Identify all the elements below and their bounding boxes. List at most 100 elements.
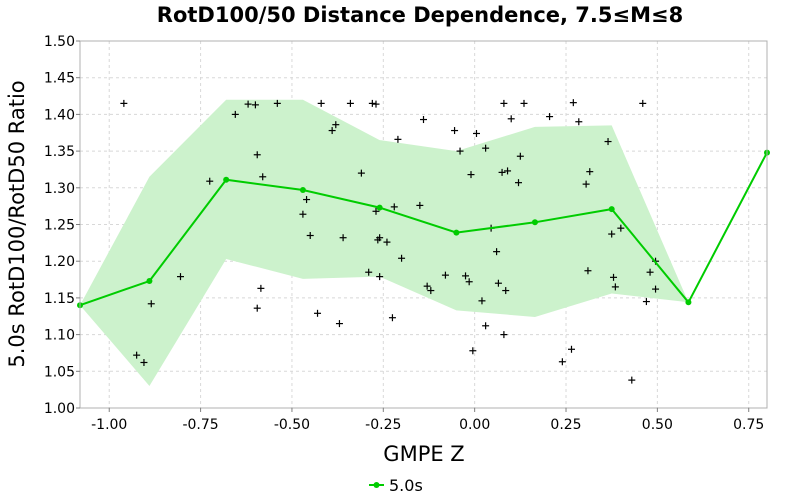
scatter-points xyxy=(120,99,660,384)
scatter-point xyxy=(500,99,508,107)
scatter-point xyxy=(317,99,325,107)
scatter-point xyxy=(617,224,625,232)
scatter-point xyxy=(332,121,340,129)
scatter-point xyxy=(611,283,619,291)
scatter-point xyxy=(147,300,155,308)
confidence-band xyxy=(80,99,689,386)
x-axis-label: GMPE Z xyxy=(383,442,464,466)
y-tick-label: 1.05 xyxy=(44,364,75,380)
y-tick-label: 1.50 xyxy=(44,34,75,50)
scatter-point xyxy=(472,129,480,137)
series-line xyxy=(77,149,770,309)
scatter-point xyxy=(253,151,261,159)
x-tick-label: 0.00 xyxy=(459,417,490,433)
scatter-point xyxy=(456,147,464,155)
scatter-point xyxy=(251,101,259,109)
scatter-point xyxy=(610,273,618,281)
scatter-point xyxy=(520,99,528,107)
y-tick-label: 1.10 xyxy=(44,328,75,344)
scatter-point xyxy=(569,99,577,107)
scatter-point xyxy=(299,210,307,218)
scatter-point xyxy=(575,118,583,126)
scatter-point xyxy=(346,99,354,107)
scatter-point xyxy=(498,168,506,176)
scatter-point xyxy=(646,268,654,276)
scatter-point xyxy=(253,304,261,312)
chart-title: RotD100/50 Distance Dependence, 7.5≤M≤8 xyxy=(157,3,683,27)
scatter-point xyxy=(494,279,502,287)
scatter-point xyxy=(546,113,554,121)
scatter-point xyxy=(398,254,406,262)
y-tick-label: 1.30 xyxy=(44,181,75,197)
x-tick-label: 0.75 xyxy=(733,417,764,433)
scatter-point xyxy=(416,201,424,209)
scatter-point xyxy=(652,285,660,293)
scatter-point xyxy=(259,173,267,181)
scatter-point xyxy=(306,232,314,240)
scatter-point xyxy=(303,196,311,204)
scatter-point xyxy=(478,297,486,305)
scatter-point xyxy=(339,234,347,242)
scatter-point xyxy=(441,271,449,279)
scatter-point xyxy=(608,230,616,238)
y-tick-label: 1.35 xyxy=(44,144,75,160)
scatter-point xyxy=(423,282,431,290)
scatter-point xyxy=(427,287,435,295)
scatter-point xyxy=(516,152,524,160)
y-tick-label: 1.00 xyxy=(44,401,75,417)
series-point xyxy=(146,278,153,285)
scatter-point xyxy=(314,309,322,317)
scatter-point xyxy=(394,135,402,143)
x-tick-label: -1.00 xyxy=(91,417,127,433)
scatter-point xyxy=(642,298,650,306)
scatter-point xyxy=(451,127,459,135)
y-axis-label: 5.0s RotD100/RotD50 Ratio xyxy=(5,80,29,367)
series-point xyxy=(376,204,383,211)
scatter-point xyxy=(244,100,252,108)
scatter-point xyxy=(558,358,566,366)
scatter-point xyxy=(133,351,141,359)
scatter-point xyxy=(365,268,373,276)
scatter-point xyxy=(420,116,427,124)
scatter-point xyxy=(231,110,239,118)
scatter-point xyxy=(515,179,523,187)
y-tick-label: 1.40 xyxy=(44,107,75,123)
scatter-point xyxy=(388,314,396,322)
scatter-point xyxy=(493,248,501,256)
legend: 5.0s xyxy=(369,476,423,495)
scatter-point xyxy=(120,99,128,107)
y-tick-label: 1.45 xyxy=(44,71,75,87)
scatter-point xyxy=(372,207,380,215)
scatter-point xyxy=(176,273,184,281)
legend-marker xyxy=(373,482,380,488)
scatter-point xyxy=(467,171,475,179)
series-point xyxy=(685,299,692,306)
y-tick-label: 1.20 xyxy=(44,254,75,270)
scatter-point xyxy=(482,322,490,330)
scatter-point xyxy=(502,287,510,295)
scatter-point xyxy=(206,177,214,185)
legend-label-5s: 5.0s xyxy=(389,476,423,495)
scatter-point xyxy=(584,267,592,275)
series-point xyxy=(531,219,538,226)
scatter-point xyxy=(500,331,508,339)
scatter-point xyxy=(639,99,647,107)
series-point xyxy=(223,176,230,183)
scatter-point xyxy=(507,115,515,123)
series-line-5s xyxy=(79,152,768,307)
scatter-point xyxy=(462,272,470,280)
x-tick-label: 0.25 xyxy=(550,417,581,433)
scatter-point xyxy=(376,234,384,242)
scatter-point xyxy=(465,278,473,286)
scatter-point xyxy=(469,347,477,355)
scatter-point xyxy=(376,273,384,281)
x-tick-label: -0.25 xyxy=(365,417,401,433)
y-tick-label: 1.15 xyxy=(44,291,75,307)
series-point xyxy=(299,187,306,194)
tick-labels: -1.00 -0.75 -0.50 -0.25 0.00 0.25 0.50 0.75 1.00… xyxy=(44,34,764,433)
scatter-point xyxy=(257,284,265,292)
scatter-point xyxy=(582,180,590,188)
x-tick-label: -0.75 xyxy=(182,417,218,433)
x-tick-label: -0.50 xyxy=(274,417,310,433)
